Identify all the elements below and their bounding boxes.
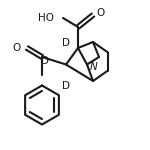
Text: N: N bbox=[90, 63, 98, 72]
Text: HO: HO bbox=[38, 13, 54, 23]
Text: D: D bbox=[62, 81, 70, 91]
Text: D: D bbox=[62, 38, 70, 48]
Text: D: D bbox=[42, 57, 50, 66]
Text: O: O bbox=[96, 9, 104, 18]
Text: O: O bbox=[13, 43, 21, 53]
